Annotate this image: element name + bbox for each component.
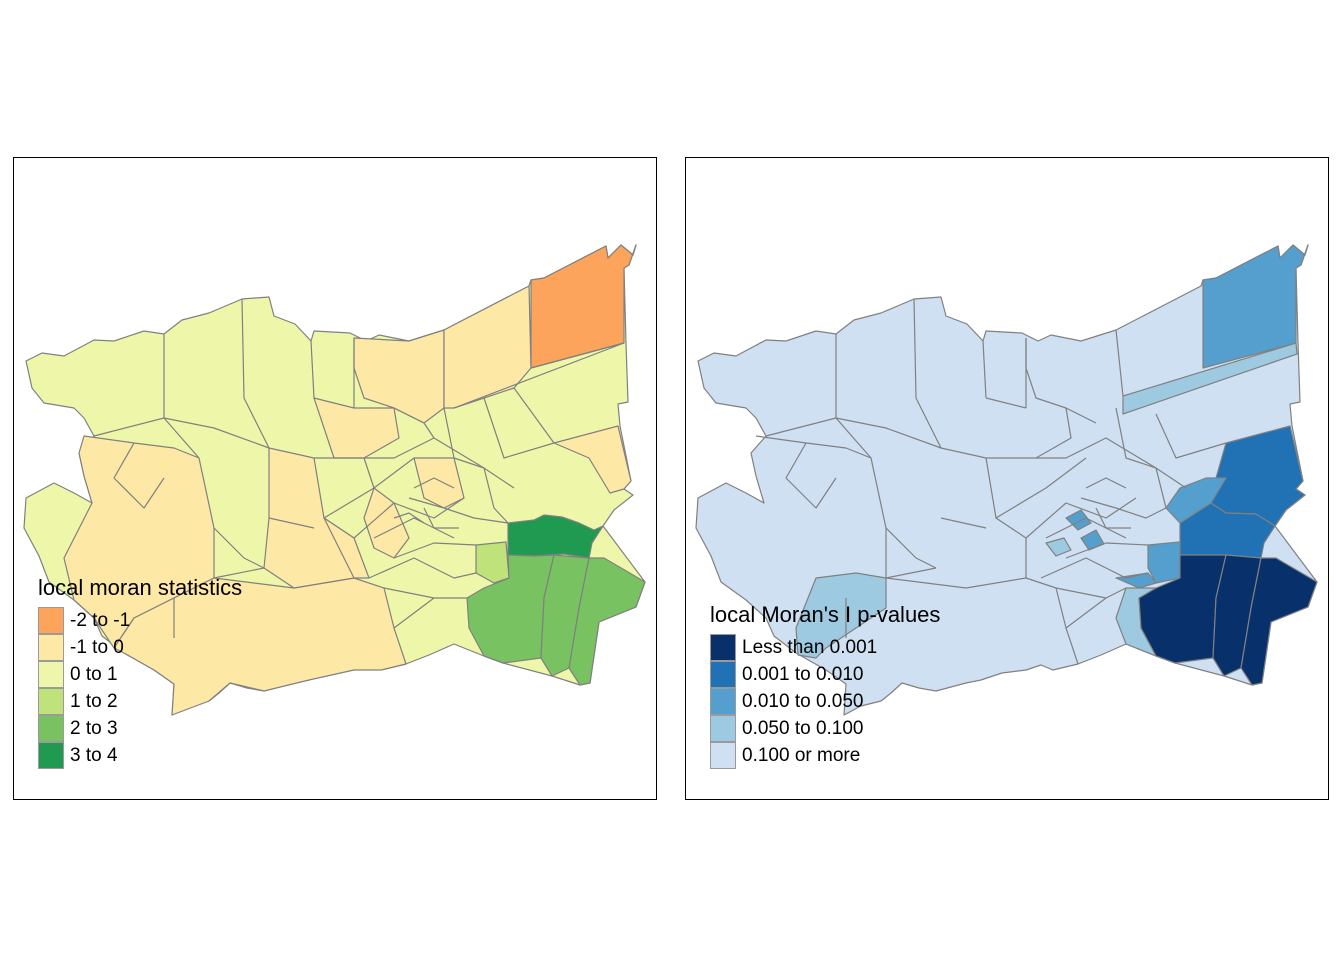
legend-item: -1 to 0 <box>38 634 242 661</box>
region <box>1165 477 1227 524</box>
region <box>568 557 646 686</box>
legend-title: local moran statistics <box>38 575 243 600</box>
legend-swatch <box>710 661 736 688</box>
legend-swatch <box>38 661 64 688</box>
legend-items: -2 to -1 -1 to 0 0 to 1 1 to 2 2 to 3 3 to 4 <box>38 607 242 769</box>
legend-item: 2 to 3 <box>38 715 242 742</box>
region <box>443 285 532 409</box>
legend-label: 0.010 to 0.050 <box>742 690 864 712</box>
legend-label: 2 to 3 <box>70 717 118 739</box>
region <box>1122 342 1298 415</box>
legend-item: 0.010 to 0.050 <box>710 688 940 715</box>
legend-item: -2 to -1 <box>38 607 242 634</box>
legend-swatch <box>38 607 64 634</box>
district-boundaries <box>755 298 1227 665</box>
choropleth-map <box>23 244 646 716</box>
legend-label: -2 to -1 <box>70 609 131 631</box>
legend-swatch <box>710 742 736 769</box>
region <box>1147 541 1181 584</box>
region <box>795 572 887 659</box>
legend-swatch <box>38 715 64 742</box>
map-panel-local-moran-statistics: local moran statistics -2 to -1 -1 to 0 0 … <box>13 157 657 800</box>
legend-item: 0.100 or more <box>710 742 940 769</box>
district-boundaries <box>93 298 625 638</box>
region <box>113 577 407 716</box>
region <box>1065 509 1092 531</box>
legend-title: local Moran's I p-values <box>710 602 941 627</box>
legend-label: -1 to 0 <box>70 636 124 658</box>
legend-label: 1 to 2 <box>70 690 118 712</box>
region <box>1240 557 1318 686</box>
legend: local moran statistics -2 to -1 -1 to 0 0 … <box>38 575 242 769</box>
region <box>466 554 555 664</box>
legend-label: 0 to 1 <box>70 663 118 685</box>
region <box>1045 537 1072 557</box>
legend-swatch <box>38 742 64 769</box>
legend-item: Less than 0.001 <box>710 634 940 661</box>
legend-swatch <box>710 688 736 715</box>
legend-swatch <box>38 688 64 715</box>
region <box>553 425 632 494</box>
legend-label: 3 to 4 <box>70 744 118 766</box>
legend-swatch <box>710 634 736 661</box>
legend-item: 1 to 2 <box>38 688 242 715</box>
legend-swatch <box>38 634 64 661</box>
region <box>413 457 465 509</box>
legend-label: 0.100 or more <box>742 744 861 766</box>
legend-item: 3 to 4 <box>38 742 242 769</box>
region <box>1115 572 1157 589</box>
map-panel-local-morans-i-p-values: local Moran's I p-values Less than 0.001… <box>685 157 1329 800</box>
legend-item: 0.001 to 0.010 <box>710 661 940 688</box>
choropleth-map <box>695 244 1318 716</box>
legend-label: Less than 0.001 <box>742 636 878 658</box>
legend: local Moran's I p-values Less than 0.001… <box>710 602 940 769</box>
legend-items: Less than 0.001 0.001 to 0.010 0.010 to 0.… <box>710 634 940 769</box>
legend-item: 0 to 1 <box>38 661 242 688</box>
legend-label: 0.050 to 0.100 <box>742 717 864 739</box>
legend-item: 0.050 to 0.100 <box>710 715 940 742</box>
legend-swatch <box>710 715 736 742</box>
legend-label: 0.001 to 0.010 <box>742 663 864 685</box>
